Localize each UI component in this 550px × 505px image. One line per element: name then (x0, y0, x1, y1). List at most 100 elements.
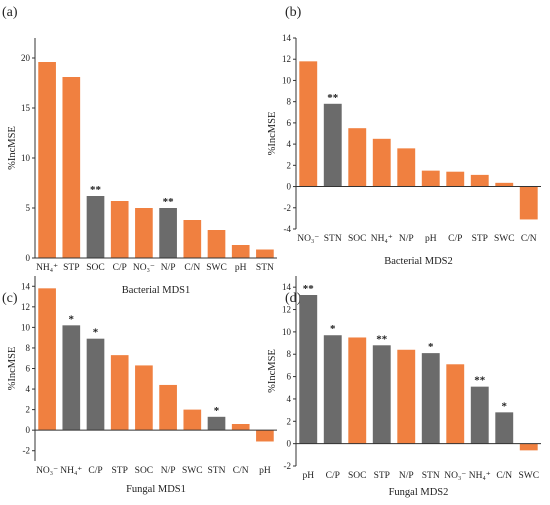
panel-3-y-tick-label-4: 4 (26, 384, 31, 394)
panel-3-bar-7 (183, 409, 202, 431)
panel-2-category-label-7: C/P (448, 234, 462, 244)
panel-1-bar-9 (231, 245, 250, 258)
panel-1-bar-2 (62, 77, 81, 258)
panel-2-significance-2: ** (327, 92, 339, 104)
panel-3-label: (c) (2, 291, 18, 306)
panel-2-bar-4 (372, 138, 391, 187)
panel-4-y-tick-label-2: 0 (287, 439, 292, 449)
panel-2-bar-9 (495, 182, 514, 187)
panel-3-bar-4 (110, 355, 129, 431)
panel-3-y-tick-label-9: 14 (21, 281, 31, 291)
panel-3-category-label-8: STN (208, 466, 226, 476)
panel-4-category-label-9: C/N (496, 471, 512, 481)
panel-1-category-label-5: NO₃⁻ (133, 263, 155, 273)
panel-4-bar-7 (446, 364, 465, 444)
panel-3-category-label-1: NO₃⁻ (36, 466, 58, 476)
panel-4-y-tick-label-6: 8 (287, 349, 292, 359)
panel-3-category-label-9: C/N (233, 466, 249, 476)
panel-2-bar-10 (519, 186, 538, 220)
panel-2-y-tick-label-5: 4 (287, 139, 292, 149)
panel-2-category-label-9: SWC (494, 234, 515, 244)
panel-4-y-tick-label-1: -2 (284, 461, 292, 471)
panel-4-significance-1: ** (303, 283, 315, 295)
panel-1-significance-6: ** (163, 196, 175, 208)
panel-1-bar-3 (86, 196, 105, 258)
panel-3-bar-2 (62, 325, 81, 431)
panel-1-bar-6 (159, 208, 177, 258)
panel-2-category-label-8: STP (472, 234, 488, 244)
panel-4-bar-3 (348, 337, 367, 444)
panel-4-category-label-8: NH₄⁺ (469, 471, 491, 481)
panel-2-bar-3 (348, 128, 367, 187)
panel-3-y-tick-label-8: 12 (21, 302, 30, 312)
panel-3-bar-5 (135, 365, 153, 431)
panel-1-category-label-10: STN (256, 263, 274, 273)
panel-2-bar-5 (397, 148, 416, 187)
panel-3-significance-3: * (93, 327, 99, 339)
panel-4-y-tick-label-4: 4 (287, 394, 292, 404)
panel-4-significance-2: * (330, 323, 336, 335)
panel-3-x-axis-title: Fungal MDS1 (126, 484, 186, 495)
panel-4-y-tick-label-9: 14 (282, 282, 292, 292)
panel-2-category-label-4: NH₄⁺ (371, 234, 393, 244)
panel-1-y-tick-label-3: 10 (21, 153, 31, 163)
panel-1-y-tick-label-5: 20 (21, 53, 31, 63)
panel-1-category-label-3: SOC (86, 263, 104, 273)
panel-4-x-axis-title: Fungal MDS2 (389, 487, 449, 498)
panel-3-y-axis-title: %IncMSE (7, 347, 18, 391)
panel-2-bar-6 (421, 170, 440, 187)
panel-3-category-label-2: NH₄⁺ (60, 466, 82, 476)
panel-3-bar-10 (256, 430, 274, 442)
panel-1-category-label-9: pH (235, 263, 247, 273)
panel-1-category-label-8: SWC (206, 263, 227, 273)
panel-2-label: (b) (285, 5, 302, 20)
panel-2-y-axis-title: %IncMSE (267, 112, 278, 156)
panel-4-category-label-2: C/P (326, 471, 340, 481)
panel-2-bar-7 (446, 171, 465, 187)
panel-4-bar-8 (470, 386, 489, 444)
panel-1-category-label-4: C/P (113, 263, 127, 273)
panel-1-bar-4 (110, 201, 129, 258)
panel-2-bar-1 (299, 61, 318, 187)
panel-4-bar-9 (495, 412, 514, 444)
panel-4-y-axis-title: %IncMSE (267, 349, 278, 393)
panel-3-y-tick-label-2: 0 (26, 425, 31, 435)
panel-4-significance-6: * (428, 341, 434, 353)
panel-2-y-tick-label-10: 14 (282, 33, 292, 43)
panel-4-y-tick-label-3: 2 (287, 416, 292, 426)
panel-1-y-axis-title: %IncMSE (7, 126, 18, 170)
panel-4-bar-10 (519, 443, 538, 451)
panel-1-category-label-1: NH₄⁺ (36, 263, 58, 273)
panel-2-y-tick-label-4: 2 (287, 160, 292, 170)
panel-3-category-label-3: C/P (88, 466, 102, 476)
panel-4-category-label-6: STN (422, 471, 440, 481)
panel-3-category-label-10: pH (259, 466, 271, 476)
panel-2-category-label-2: STN (324, 234, 342, 244)
panel-2-y-tick-label-1: -4 (284, 224, 292, 234)
panel-1-category-label-6: N/P (161, 263, 176, 273)
panel-1-x-axis-title: Bacterial MDS1 (122, 285, 191, 296)
panel-4-category-label-4: STP (374, 471, 390, 481)
panel-3-y-tick-label-1: -2 (23, 446, 31, 456)
panel-4-bar-1 (299, 295, 318, 444)
panel-1-bar-1 (38, 62, 56, 258)
panel-3-y-tick-label-7: 10 (21, 322, 31, 332)
panel-2-y-tick-label-8: 10 (282, 75, 292, 85)
panel-4-category-label-3: SOC (348, 471, 366, 481)
panel-2-x-axis-title: Bacterial MDS2 (384, 256, 453, 267)
panel-2-y-tick-label-7: 8 (287, 97, 292, 107)
panel-4-y-tick-label-8: 12 (282, 305, 291, 315)
panel-4-category-label-10: SWC (518, 471, 539, 481)
panel-4-category-label-1: pH (302, 471, 314, 481)
panel-3-significance-2: * (69, 313, 75, 325)
panel-1-y-tick-label-2: 5 (26, 203, 31, 213)
panel-1-y-tick-label-4: 15 (21, 103, 31, 113)
panel-3-bar-9 (231, 424, 250, 431)
panel-1-bar-8 (207, 230, 226, 258)
panel-1-category-label-2: STP (63, 263, 79, 273)
panel-3-category-label-5: SOC (135, 466, 153, 476)
panel-4-category-label-5: N/P (399, 471, 414, 481)
panel-4-bar-5 (397, 349, 416, 444)
panel-4-y-tick-label-7: 10 (282, 327, 292, 337)
